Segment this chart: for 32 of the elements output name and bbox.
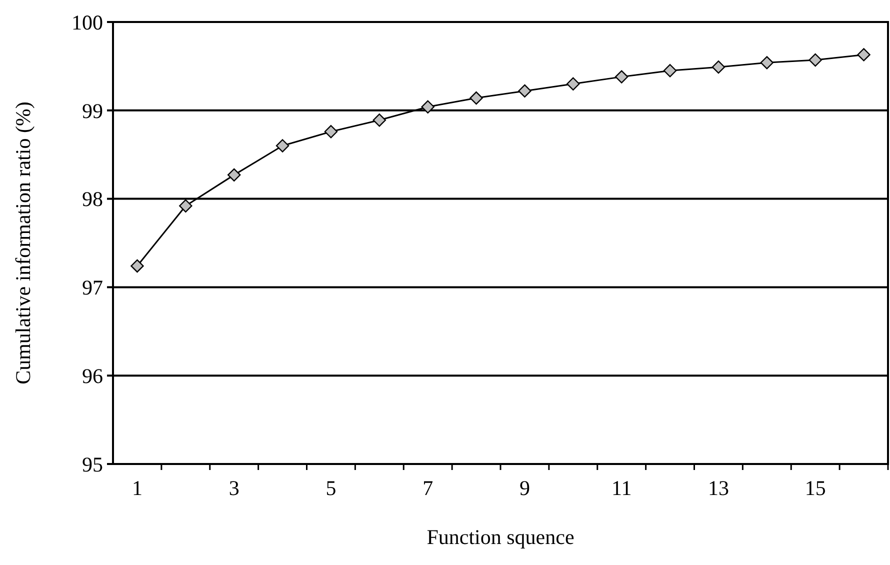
point [421,100,434,114]
x-axis-title: Function squence [426,525,574,549]
x-tick-label: 15 [804,476,826,500]
point [130,259,144,273]
y-axis-title: Cumulative information ratio (%) [11,102,35,384]
x-tick-label: 3 [228,476,240,500]
y-tick-label: 98 [82,187,103,212]
point [566,77,580,90]
point [663,64,677,78]
point [324,125,338,138]
x-tick-label: 7 [422,476,434,500]
y-tick-label: 96 [82,364,103,388]
x-tick-label: 9 [519,476,530,500]
x-tick-label: 13 [708,476,729,500]
point [179,199,192,212]
x-tick-label: 1 [132,476,142,500]
point [857,48,870,62]
point [372,114,386,127]
x-tick-label: 5 [326,476,336,500]
point [808,53,822,67]
x-tick-label: 11 [611,476,632,500]
point [227,168,241,182]
y-tick-label: 99 [82,98,103,123]
point [712,60,726,74]
y-tick-label: 97 [82,276,103,300]
point [760,56,774,70]
y-tick-label: 100 [72,10,103,34]
point [276,139,290,152]
point [470,91,483,105]
point [614,70,628,84]
point [518,84,532,98]
y-tick-label: 95 [82,452,103,476]
